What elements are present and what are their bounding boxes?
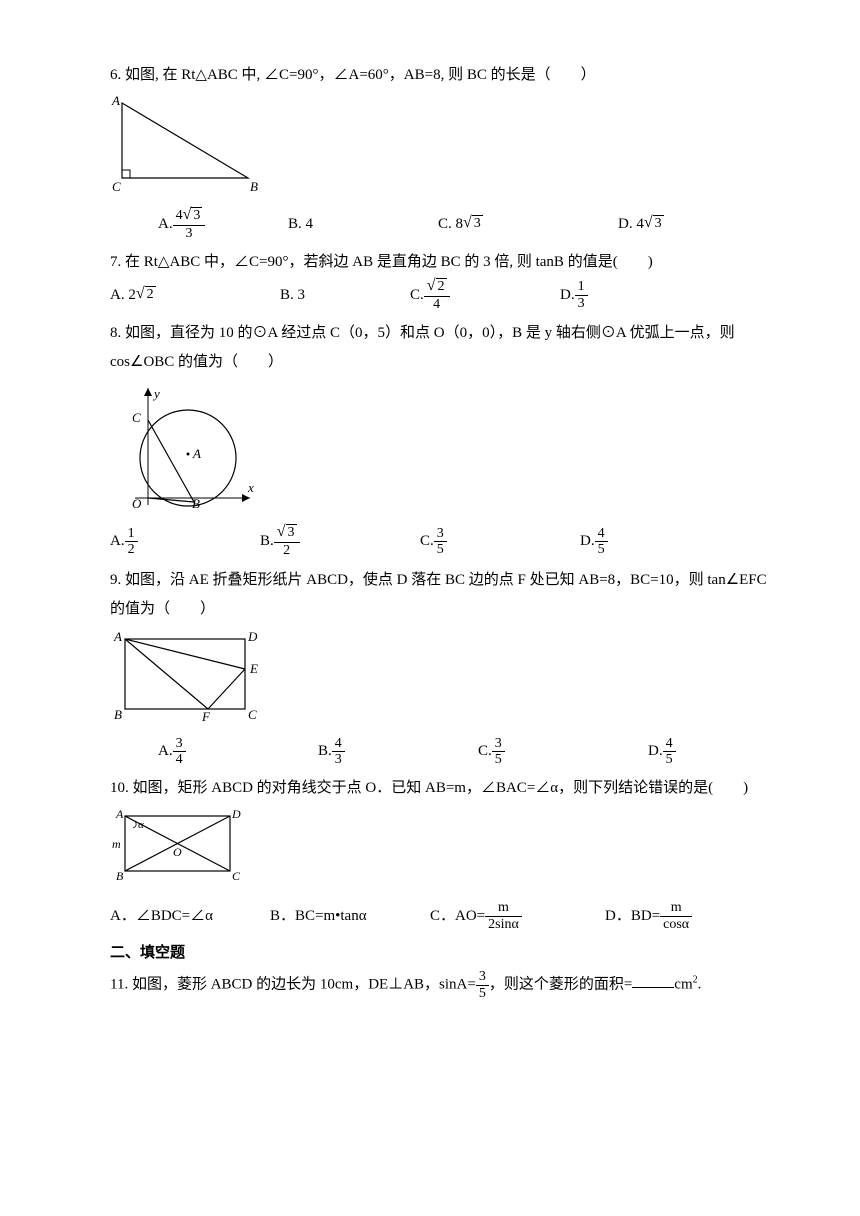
q7-options: A. 2√2 B. 3 C. √24 D. 13 bbox=[110, 278, 770, 312]
q10-optD: D．BD= mcosα bbox=[605, 900, 692, 932]
q9-options: A. 34 B. 43 C. 35 D. 45 bbox=[158, 736, 770, 768]
question-6: 6. 如图, 在 Rt△ABC 中, ∠C=90°，∠A=60°，AB=8, 则… bbox=[110, 62, 770, 241]
q7-optB: B. 3 bbox=[280, 278, 410, 312]
section-2-title: 二、填空题 bbox=[110, 940, 770, 967]
q10-text: 10. 如图，矩形 ABCD 的对角线交于点 O．已知 AB=m，∠BAC=∠α… bbox=[110, 775, 770, 802]
svg-text:C: C bbox=[248, 707, 257, 722]
q8-optD: D. 45 bbox=[580, 524, 608, 558]
svg-text:C: C bbox=[112, 179, 121, 193]
q10-options: A．∠BDC=∠α B．BC=m•tanα C．AO= m2sinα D．BD=… bbox=[110, 900, 770, 932]
q6-text: 6. 如图, 在 Rt△ABC 中, ∠C=90°，∠A=60°，AB=8, 则… bbox=[110, 62, 770, 89]
q9-optD: D. 45 bbox=[648, 736, 676, 768]
question-9: 9. 如图，沿 AE 折叠矩形纸片 ABCD，使点 D 落在 BC 边的点 F … bbox=[110, 567, 770, 768]
q10-figure: A D B C m α O bbox=[110, 806, 770, 896]
q6-optC: C. 8√3 bbox=[438, 207, 618, 241]
q6-optA: A. 4√33 bbox=[158, 207, 288, 241]
svg-text:x: x bbox=[247, 480, 254, 495]
svg-text:A: A bbox=[192, 446, 201, 461]
blank-input bbox=[632, 972, 674, 988]
q10-optC: C．AO= m2sinα bbox=[430, 900, 605, 932]
q6-optB: B. 4 bbox=[288, 207, 438, 241]
svg-text:D: D bbox=[231, 807, 241, 821]
svg-text:D: D bbox=[247, 629, 258, 644]
q8-figure: A y x C O B bbox=[110, 380, 770, 520]
svg-text:m: m bbox=[112, 837, 121, 851]
q8-text2: cos∠OBC 的值为（ ） bbox=[110, 349, 770, 376]
svg-text:O: O bbox=[173, 845, 182, 859]
svg-text:F: F bbox=[201, 709, 211, 722]
q9-optA: A. 34 bbox=[158, 736, 318, 768]
svg-text:B: B bbox=[192, 496, 200, 510]
q8-optC: C. 35 bbox=[420, 524, 580, 558]
q7-optA: A. 2√2 bbox=[110, 278, 280, 312]
q11-text: 11. 如图，菱形 ABCD 的边长为 10cm，DE⊥AB，sinA=35，则… bbox=[110, 969, 770, 1001]
svg-text:B: B bbox=[250, 179, 258, 193]
svg-text:B: B bbox=[116, 869, 124, 883]
svg-text:A: A bbox=[115, 807, 124, 821]
svg-text:A: A bbox=[111, 93, 120, 108]
question-11: 11. 如图，菱形 ABCD 的边长为 10cm，DE⊥AB，sinA=35，则… bbox=[110, 969, 770, 1001]
q8-text1: 8. 如图，直径为 10 的⊙A 经过点 C（0，5）和点 O（0，0），B 是… bbox=[110, 320, 770, 347]
svg-text:α: α bbox=[138, 819, 144, 831]
q9-optB: B. 43 bbox=[318, 736, 478, 768]
q6-figure: A C B bbox=[110, 93, 770, 203]
q6-optD: D. 4√3 bbox=[618, 207, 664, 241]
q9-optC: C. 35 bbox=[478, 736, 648, 768]
question-8: 8. 如图，直径为 10 的⊙A 经过点 C（0，5）和点 O（0，0），B 是… bbox=[110, 320, 770, 558]
question-7: 7. 在 Rt△ABC 中，∠C=90°，若斜边 AB 是直角边 BC 的 3 … bbox=[110, 249, 770, 312]
q7-optC: C. √24 bbox=[410, 278, 560, 312]
q8-options: A. 12 B. √32 C. 35 D. 45 bbox=[110, 524, 770, 558]
q9-figure: A D E B F C bbox=[110, 627, 770, 732]
q7-text: 7. 在 Rt△ABC 中，∠C=90°，若斜边 AB 是直角边 BC 的 3 … bbox=[110, 249, 770, 276]
q6-options: A. 4√33 B. 4 C. 8√3 D. 4√3 bbox=[158, 207, 770, 241]
svg-text:E: E bbox=[249, 661, 258, 676]
question-10: 10. 如图，矩形 ABCD 的对角线交于点 O．已知 AB=m，∠BAC=∠α… bbox=[110, 775, 770, 932]
q9-text2: 的值为（ ） bbox=[110, 596, 770, 623]
q10-optB: B．BC=m•tanα bbox=[270, 900, 430, 932]
svg-text:y: y bbox=[152, 386, 160, 401]
svg-text:A: A bbox=[113, 629, 122, 644]
q10-optA: A．∠BDC=∠α bbox=[110, 900, 270, 932]
svg-text:O: O bbox=[132, 496, 142, 510]
q9-text1: 9. 如图，沿 AE 折叠矩形纸片 ABCD，使点 D 落在 BC 边的点 F … bbox=[110, 567, 770, 594]
svg-text:C: C bbox=[232, 869, 241, 883]
q8-optB: B. √32 bbox=[260, 524, 420, 558]
svg-text:B: B bbox=[114, 707, 122, 722]
svg-text:C: C bbox=[132, 410, 141, 425]
q8-optA: A. 12 bbox=[110, 524, 260, 558]
q7-optD: D. 13 bbox=[560, 278, 588, 312]
